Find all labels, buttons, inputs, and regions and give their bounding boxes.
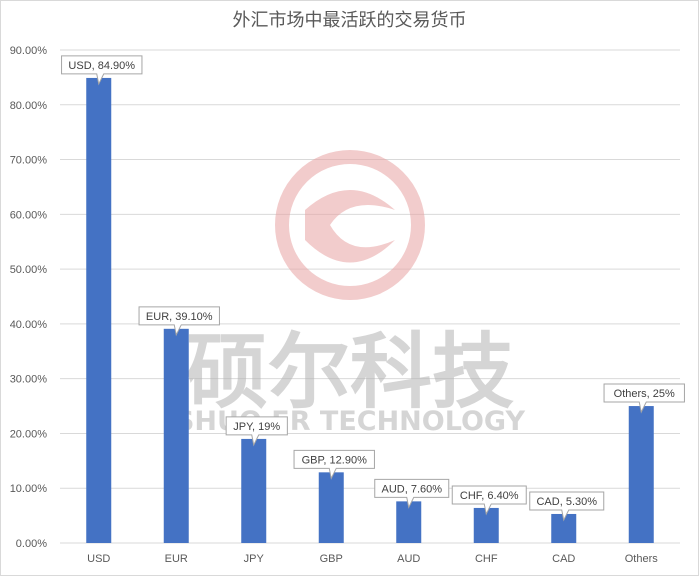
y-tick-label: 10.00% — [10, 483, 48, 495]
data-label-text: Others, 25% — [614, 388, 675, 400]
x-tick-label: Others — [625, 553, 659, 565]
data-label-text: GBP, 12.90% — [302, 454, 367, 466]
y-tick-label: 40.00% — [10, 319, 48, 331]
x-tick-label: CHF — [475, 553, 498, 565]
data-label-cad: CAD, 5.30% — [529, 491, 605, 522]
watermark-cn-text: 硕尔科技 — [186, 325, 514, 420]
y-tick-label: 50.00% — [10, 264, 48, 276]
y-tick-label: 80.00% — [10, 100, 48, 112]
data-label-eur: EUR, 39.10% — [138, 306, 220, 337]
x-axis-tick-labels: USD EUR JPY GBP AUD CHF CAD Others — [87, 553, 658, 565]
data-label-usd: USD, 84.90% — [61, 55, 143, 86]
bar-others — [628, 406, 654, 543]
bar-jpy — [241, 438, 267, 543]
x-tick-label: USD — [87, 553, 110, 565]
data-label-text: AUD, 7.60% — [381, 483, 442, 495]
y-tick-label: 30.00% — [10, 374, 48, 386]
bar-eur — [163, 328, 189, 543]
y-tick-label: 0.00% — [16, 538, 47, 550]
data-labels: USD, 84.90% EUR, 39.10% JPY, 19% GBP, 12.90… — [61, 55, 685, 522]
chart-title: 外汇市场中最活跃的交易货币 — [232, 10, 467, 31]
y-tick-label: 20.00% — [10, 428, 48, 440]
data-label-others: Others, 25% — [603, 383, 685, 414]
bars — [86, 77, 654, 543]
x-tick-label: GBP — [320, 553, 343, 565]
bar-usd — [86, 77, 112, 543]
watermark-logo-icon — [275, 150, 425, 300]
data-label-gbp: GBP, 12.90% — [293, 449, 375, 480]
y-axis-tick-labels: 0.00% 10.00% 20.00% 30.00% 40.00% 50.00% 60.00… — [10, 45, 48, 550]
bar-gbp — [318, 472, 344, 543]
x-tick-label: JPY — [244, 553, 265, 565]
x-tick-label: CAD — [552, 553, 575, 565]
data-label-aud: AUD, 7.60% — [374, 478, 450, 509]
watermark-logo-swirl-icon — [305, 190, 395, 263]
data-label-text: EUR, 39.10% — [146, 311, 213, 323]
data-label-text: JPY, 19% — [233, 421, 280, 433]
data-label-text: CHF, 6.40% — [460, 490, 519, 502]
x-tick-label: EUR — [165, 553, 188, 565]
data-label-jpy: JPY, 19% — [225, 416, 288, 447]
watermark: 硕尔科技 SHUO ER TECHNOLOGY — [175, 150, 525, 437]
data-label-chf: CHF, 6.40% — [451, 485, 527, 516]
y-tick-label: 60.00% — [10, 209, 48, 221]
x-tick-label: AUD — [397, 553, 420, 565]
data-label-text: CAD, 5.30% — [536, 496, 597, 508]
y-tick-label: 90.00% — [10, 45, 48, 57]
data-label-text: USD, 84.90% — [68, 60, 135, 72]
y-tick-label: 70.00% — [10, 155, 48, 167]
